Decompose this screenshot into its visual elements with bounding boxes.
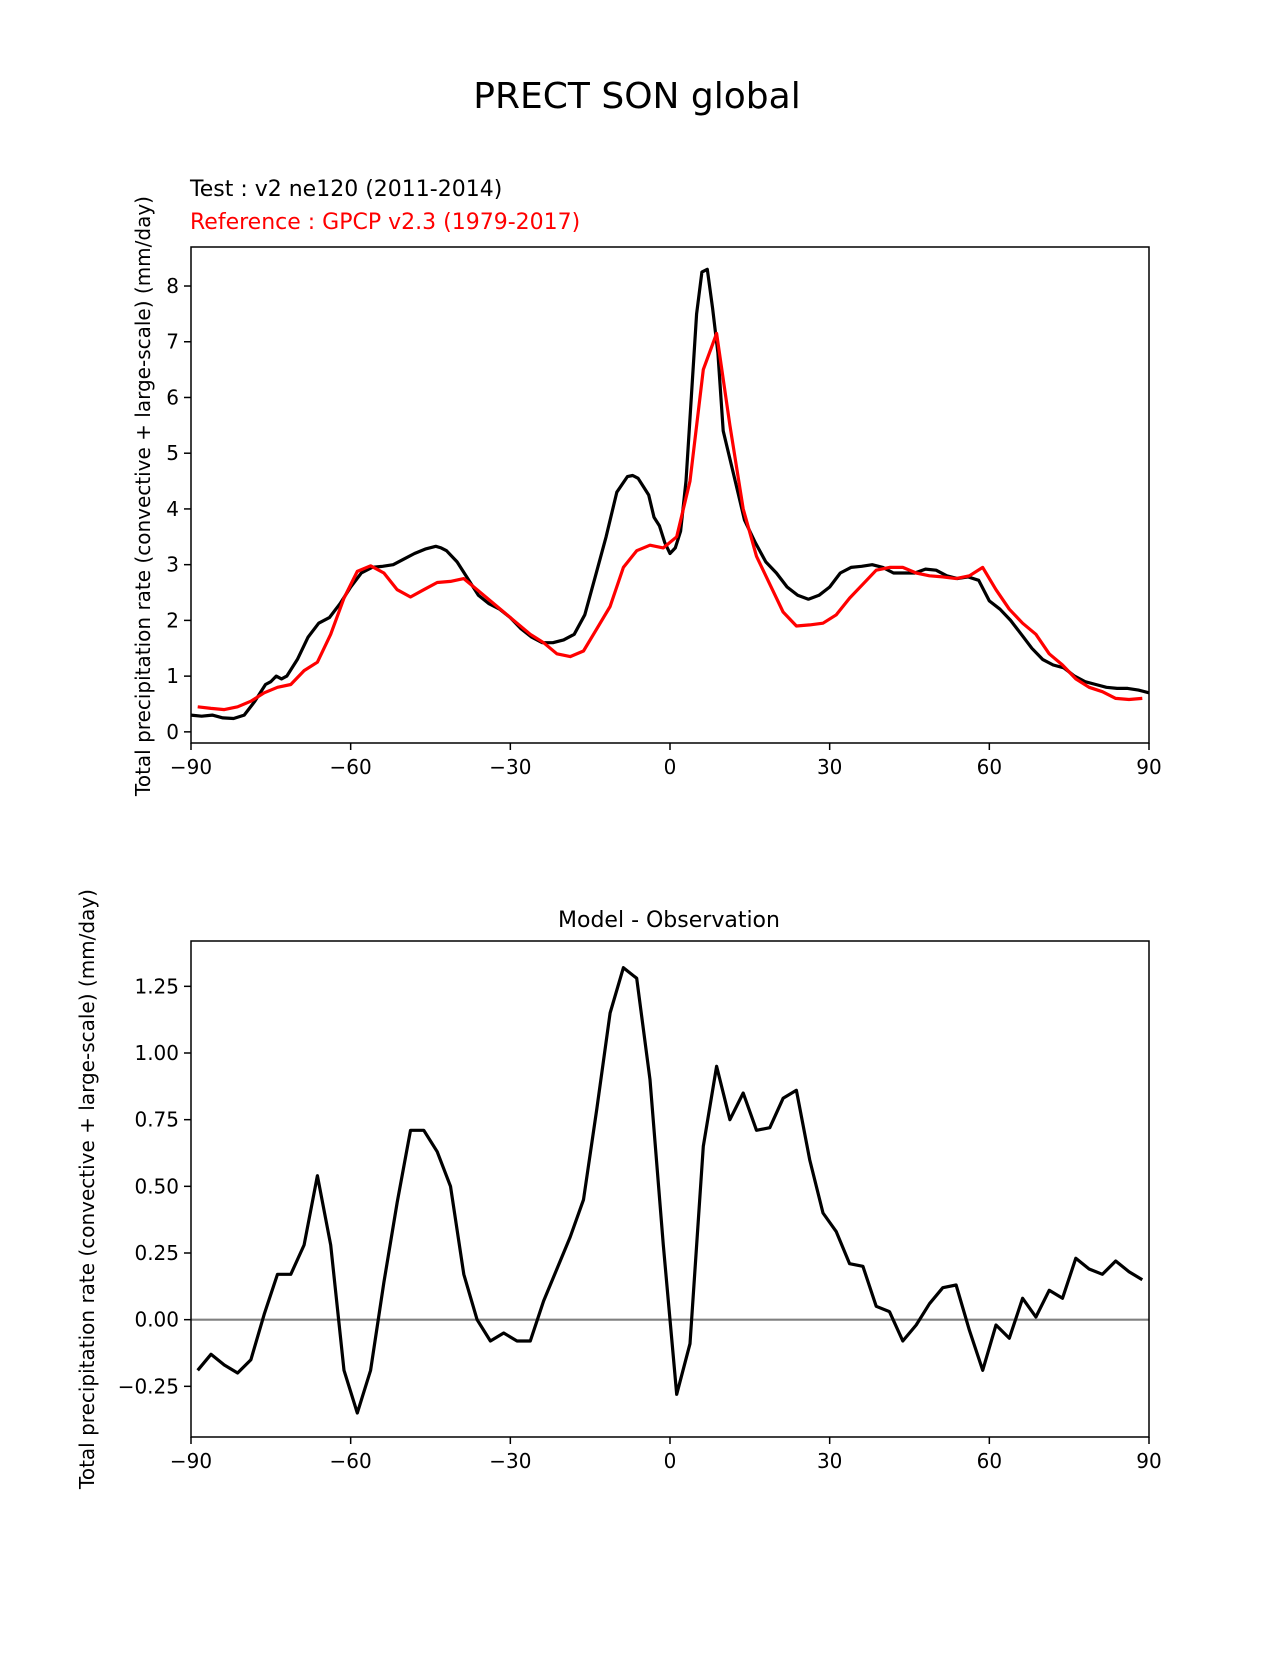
top-chart-y-tick-label: 8 bbox=[166, 274, 179, 298]
figure-title: PRECT SON global bbox=[473, 76, 800, 117]
bottom-chart-x-tick-label: 30 bbox=[817, 1449, 842, 1473]
bottom-chart-x-tick-label: −30 bbox=[489, 1449, 531, 1473]
top-chart-series-line-0 bbox=[190, 267, 1150, 721]
bottom-chart-frame bbox=[190, 940, 1150, 1438]
top-chart-y-tick-label: 7 bbox=[166, 330, 179, 354]
bottom-chart-x-tick-label: 60 bbox=[977, 1449, 1002, 1473]
bottom-chart-y-tick-label: 1.25 bbox=[134, 974, 179, 998]
top-chart-y-tick-label: 4 bbox=[166, 497, 179, 521]
bottom-chart-title: Model - Observation bbox=[558, 908, 780, 933]
top-chart-y-tick-label: 3 bbox=[166, 553, 179, 577]
bottom-chart-y-tick-label: 0.75 bbox=[134, 1108, 179, 1132]
bottom-chart: Model - Observation Total precipitation … bbox=[75, 889, 1162, 1490]
top-chart-x-tick-label: −60 bbox=[330, 755, 372, 779]
top-chart-y-tick-label: 5 bbox=[166, 441, 179, 465]
bottom-chart-y-tick-label: 0.00 bbox=[134, 1308, 179, 1332]
top-chart-x-tick-label: 60 bbox=[977, 755, 1002, 779]
bottom-chart-y-tick-label: −0.25 bbox=[118, 1374, 179, 1398]
top-chart-series-line-1 bbox=[197, 331, 1143, 712]
top-chart: Test : v2 ne120 (2011-2014) Reference : … bbox=[131, 177, 1162, 797]
top-chart-y-axis-label: Total precipitation rate (convective + l… bbox=[131, 196, 155, 797]
bottom-chart-x-tick-label: −60 bbox=[330, 1449, 372, 1473]
top-chart-y-tick-label: 0 bbox=[166, 720, 179, 744]
top-chart-y-tick-label: 2 bbox=[166, 608, 179, 632]
top-chart-x-tick-label: 0 bbox=[664, 755, 677, 779]
bottom-chart-y-tick-label: 1.00 bbox=[134, 1041, 179, 1065]
top-chart-frame bbox=[190, 246, 1150, 744]
bottom-chart-y-tick-label: 0.50 bbox=[134, 1174, 179, 1198]
bottom-chart-series bbox=[196, 966, 1144, 1415]
top-chart-ticks: −90 −60 −30 0 30 60 90 0 1 2 3 4 5 6 7 8 bbox=[166, 274, 1161, 779]
bottom-chart-x-tick-label: 0 bbox=[664, 1449, 677, 1473]
top-chart-series bbox=[190, 267, 1150, 721]
bottom-chart-x-tick-label: 90 bbox=[1136, 1449, 1161, 1473]
top-chart-y-tick-label: 1 bbox=[166, 664, 179, 688]
top-chart-x-tick-label: 90 bbox=[1136, 755, 1161, 779]
bottom-chart-x-tick-label: −90 bbox=[170, 1449, 212, 1473]
bottom-chart-ticks: −90 −60 −30 0 30 60 90 −0.25 0.00 0.25 0.50 0.75 1.0… bbox=[118, 974, 1162, 1473]
top-chart-test-title: Test : v2 ne120 (2011-2014) bbox=[189, 177, 502, 202]
bottom-chart-series-line-0 bbox=[196, 966, 1144, 1415]
top-chart-y-tick-label: 6 bbox=[166, 385, 179, 409]
top-chart-ref-title: Reference : GPCP v2.3 (1979-2017) bbox=[190, 210, 580, 235]
top-chart-x-tick-label: 30 bbox=[817, 755, 842, 779]
top-chart-x-tick-label: −90 bbox=[170, 755, 212, 779]
bottom-chart-y-axis-label: Total precipitation rate (convective + l… bbox=[75, 889, 99, 1490]
bottom-chart-y-tick-label: 0.25 bbox=[134, 1241, 179, 1265]
top-chart-x-tick-label: −30 bbox=[489, 755, 531, 779]
